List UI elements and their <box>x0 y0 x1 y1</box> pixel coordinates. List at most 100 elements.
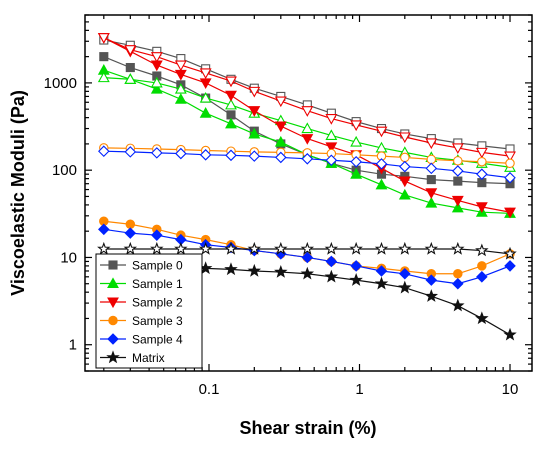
data-point-loss <box>398 241 412 255</box>
data-point-loss <box>504 171 516 184</box>
series-sample-2 <box>97 33 516 219</box>
data-point-storage <box>399 268 411 280</box>
data-point-loss <box>451 143 464 155</box>
data-point-storage <box>248 127 261 139</box>
data-point-storage <box>325 142 338 153</box>
y-tick-label: 100 <box>52 162 77 179</box>
data-point-storage <box>477 261 487 271</box>
data-point-storage <box>374 276 389 290</box>
plot-frame <box>84 14 533 372</box>
data-point-loss <box>453 156 463 166</box>
data-point-storage <box>425 274 438 286</box>
legend-marker <box>107 297 119 309</box>
data-point-loss <box>97 71 110 83</box>
data-point-storage <box>451 195 464 207</box>
data-point-loss <box>301 106 314 117</box>
data-point-storage <box>247 263 262 277</box>
data-point-storage <box>504 207 516 219</box>
data-point-storage <box>274 121 287 133</box>
data-point-loss <box>98 145 110 157</box>
data-point-storage <box>224 262 238 276</box>
data-point-loss <box>274 241 288 255</box>
data-point-loss <box>174 60 187 72</box>
data-point-loss <box>350 120 363 132</box>
data-point-loss <box>398 132 411 144</box>
legend-label: Sample 1 <box>132 277 183 291</box>
data-point-storage <box>451 201 464 213</box>
y-axis-ticks: 1 10 100 1000 <box>44 14 532 372</box>
data-point-loss <box>477 156 487 167</box>
data-point-storage <box>425 188 438 199</box>
data-point-storage <box>475 311 489 325</box>
data-point-loss <box>97 241 111 255</box>
data-point-storage <box>151 229 163 241</box>
data-point-storage <box>325 255 338 268</box>
data-point-loss <box>301 122 314 134</box>
x-axis-ticks: 0.1 1 10 <box>103 15 519 398</box>
data-point-storage <box>300 266 315 280</box>
data-point-loss <box>123 241 138 255</box>
data-point-loss <box>275 151 287 164</box>
x-axis-title: Shear strain (%) <box>239 418 376 438</box>
data-point-loss <box>475 243 489 257</box>
data-point-loss <box>175 147 187 160</box>
legend: Sample 0 Sample 1 Sample 2 Sample 3 Sample 4… <box>95 253 203 369</box>
data-point-loss <box>374 241 389 255</box>
data-point-storage <box>225 90 237 102</box>
y-tick-label: 1 <box>69 337 77 354</box>
legend-marker <box>107 277 119 289</box>
legend-marker <box>106 350 120 364</box>
data-point-storage <box>398 280 412 294</box>
data-point-storage <box>274 135 287 147</box>
data-point-loss <box>400 152 410 163</box>
data-point-storage <box>453 269 463 279</box>
data-point-loss <box>325 154 338 167</box>
data-point-storage <box>125 62 135 73</box>
data-point-storage <box>452 277 464 290</box>
data-point-storage <box>301 251 314 264</box>
legend-label: Sample 4 <box>132 333 183 347</box>
y-axis-title: Viscoelastic Moduli (Pa) <box>8 90 28 296</box>
data-point-loss <box>124 73 137 84</box>
data-point-storage <box>425 196 438 208</box>
data-point-storage <box>199 78 212 90</box>
data-point-loss <box>97 33 110 44</box>
data-point-loss <box>248 86 261 98</box>
data-point-storage <box>451 298 465 312</box>
legend-marker <box>108 260 118 270</box>
data-point-loss <box>325 129 338 141</box>
data-point-loss <box>475 147 488 159</box>
data-point-storage <box>398 176 411 188</box>
data-point-storage <box>350 168 363 179</box>
y-tick-label: 1000 <box>44 75 77 92</box>
data-point-storage <box>125 219 136 230</box>
data-point-loss <box>199 68 212 80</box>
data-point-loss <box>225 98 237 110</box>
data-point-storage <box>98 223 110 236</box>
series-matrix <box>97 241 517 341</box>
data-point-loss <box>174 82 187 94</box>
data-point-storage <box>398 188 411 200</box>
data-point-storage <box>504 260 516 272</box>
legend-label: Matrix <box>132 351 165 365</box>
data-point-loss <box>174 241 188 255</box>
x-tick-label: 10 <box>502 381 519 398</box>
data-point-storage <box>225 117 237 129</box>
data-point-storage <box>301 134 314 145</box>
data-point-storage <box>424 289 439 302</box>
data-point-storage <box>349 273 363 286</box>
series-line-storage <box>103 56 511 185</box>
data-point-loss <box>375 158 388 170</box>
data-point-storage <box>99 52 109 62</box>
data-point-storage <box>476 271 488 283</box>
data-point-loss <box>150 76 163 88</box>
data-point-storage <box>453 176 463 186</box>
data-point-loss <box>375 126 388 138</box>
data-point-loss <box>300 241 315 255</box>
data-point-loss <box>349 241 363 255</box>
data-point-storage <box>475 202 488 213</box>
data-point-loss <box>248 150 261 162</box>
legend-label: Sample 3 <box>132 314 183 328</box>
data-point-loss <box>350 135 363 147</box>
data-point-loss <box>274 96 287 108</box>
